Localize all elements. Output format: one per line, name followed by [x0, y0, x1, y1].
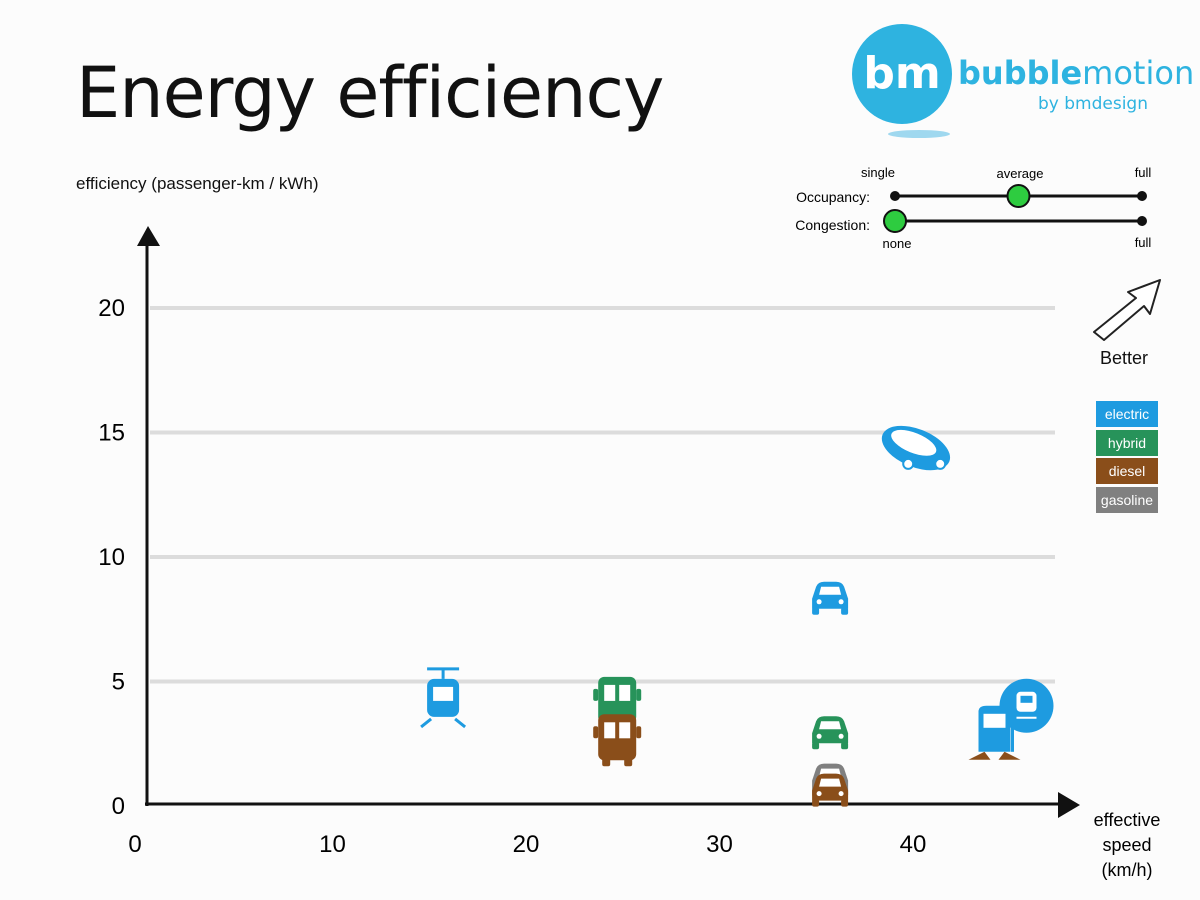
sliders: average full full: [883, 165, 1152, 250]
occupancy-mid-label: average: [997, 166, 1044, 181]
x-axis-label-line: effective: [1094, 810, 1161, 830]
y-tick-label: 20: [98, 295, 125, 322]
point-bus-diesel: [593, 714, 642, 767]
bubblemotion-logo: bm bubblemotion by bmdesign: [852, 24, 1194, 144]
gridlines: [150, 306, 1055, 684]
point-bubble-electric: [881, 425, 951, 471]
occupancy-slider-knob[interactable]: [1006, 184, 1031, 208]
point-car-hybrid: [812, 716, 849, 750]
logo-brand-rest: motion: [1082, 54, 1195, 92]
congestion-max-label: full: [1135, 235, 1152, 250]
y-tick-labels: 0 5 10 15 20: [98, 295, 125, 820]
logo-brand: bubblemotion: [958, 54, 1194, 92]
legend-item-gasoline: gasoline: [1096, 486, 1158, 513]
congestion-min-label: none: [883, 236, 912, 251]
better-arrow-icon: [1093, 279, 1161, 341]
x-tick-label: 40: [900, 831, 927, 858]
x-tick-label: 20: [513, 831, 540, 858]
y-tick-label: 0: [112, 793, 125, 820]
x-axis-label-line: speed: [1102, 835, 1151, 855]
x-tick-label: 30: [706, 831, 733, 858]
x-tick-labels: 0 10 20 30 40: [128, 831, 926, 858]
y-tick-label: 10: [98, 544, 125, 571]
legend-item-diesel: diesel: [1096, 458, 1158, 484]
y-axis-label: efficiency (passenger-km / kWh): [76, 174, 319, 193]
point-train-electric: [968, 678, 1054, 760]
y-axis-arrow-icon: [137, 226, 160, 246]
legend-item-hybrid: hybrid: [1096, 429, 1158, 456]
legend-item-electric: electric: [1096, 401, 1158, 427]
x-tick-label: 10: [319, 831, 346, 858]
occupancy-min-label: single: [861, 165, 895, 180]
x-tick-label: 0: [128, 831, 141, 858]
x-axis-label-line: (km/h): [1102, 860, 1153, 880]
point-car-electric: [812, 581, 849, 615]
occupancy-label: Occupancy:: [796, 189, 870, 205]
logo-mark: bm: [852, 24, 952, 124]
logo-shadow: [888, 130, 950, 138]
axes: [137, 226, 1080, 818]
point-tram-electric: [420, 667, 467, 729]
y-tick-label: 15: [98, 420, 125, 447]
congestion-label: Congestion:: [795, 217, 870, 233]
congestion-track-end: [1137, 216, 1147, 226]
point-car-diesel: [812, 773, 849, 807]
y-tick-label: 5: [112, 669, 125, 696]
x-axis-arrow-icon: [1058, 792, 1080, 818]
data-points: [420, 425, 1054, 807]
congestion-slider-knob[interactable]: [883, 209, 907, 233]
controls-panel: single Occupancy: Congestion: none: [795, 165, 912, 251]
x-axis-label: effective speed (km/h): [1094, 810, 1161, 880]
page-title: Energy efficiency: [76, 52, 664, 134]
occupancy-track-end: [1137, 191, 1147, 201]
occupancy-max-label: full: [1135, 165, 1152, 180]
occupancy-track-start: [890, 191, 900, 201]
better-label: Better: [1100, 348, 1149, 368]
logo-subtitle: by bmdesign: [1038, 94, 1149, 114]
logo-brand-bold: bubble: [958, 54, 1083, 92]
